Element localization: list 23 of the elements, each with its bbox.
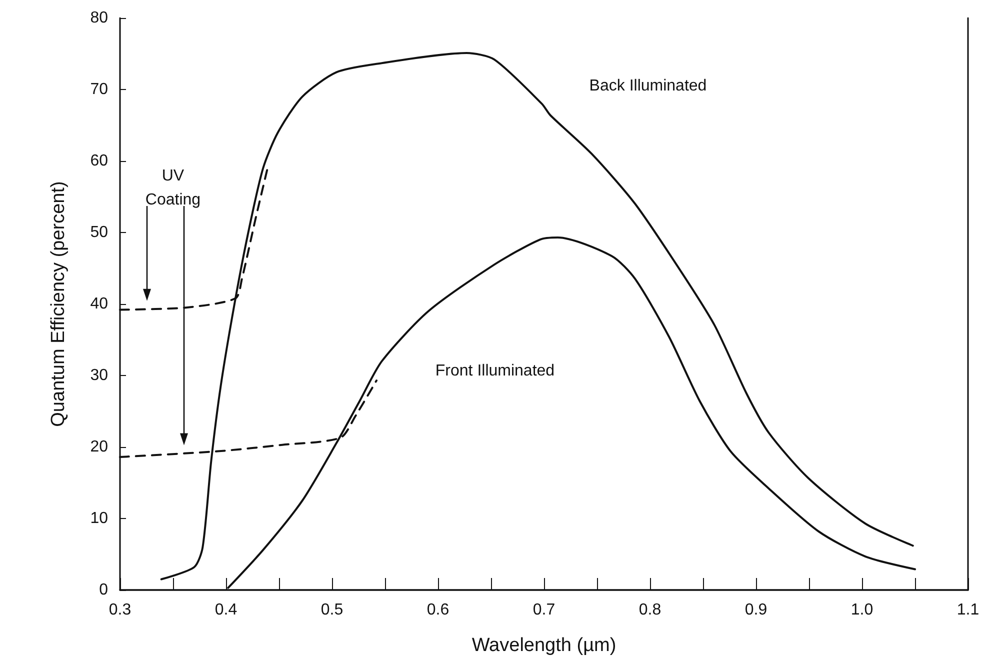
x-tick-label: 0.8	[638, 602, 662, 618]
y-tick-label: 80	[90, 10, 108, 26]
x-tick-label: 1.0	[850, 602, 874, 618]
x-tick-label: 0.9	[744, 602, 768, 618]
y-tick-label: 60	[90, 152, 108, 170]
annotation: Back Illuminated	[589, 78, 707, 94]
x-tick-label: 0.6	[426, 602, 450, 618]
x-axis-title: Wavelength (µm)	[472, 635, 616, 656]
y-tick-label: 40	[90, 296, 108, 312]
x-tick-label: 0.3	[108, 602, 132, 618]
x-tick-label: 0.5	[320, 602, 344, 618]
y-tick-label: 10	[90, 510, 108, 527]
x-tick-label: 1.1	[956, 602, 980, 618]
y-tick-label: 50	[90, 224, 108, 241]
y-tick-label: 0	[99, 582, 108, 598]
annotation: Front Illuminated	[435, 362, 555, 380]
y-axis-title: Quantum Efficiency (percent)	[48, 181, 69, 427]
x-tick-label: 0.7	[532, 602, 556, 618]
annotation: UV Coating	[145, 168, 201, 208]
y-tick-label: 30	[90, 367, 108, 384]
y-tick-label: 20	[90, 438, 108, 456]
y-tick-label: 70	[90, 81, 108, 98]
x-tick-label: 0.4	[214, 602, 238, 618]
